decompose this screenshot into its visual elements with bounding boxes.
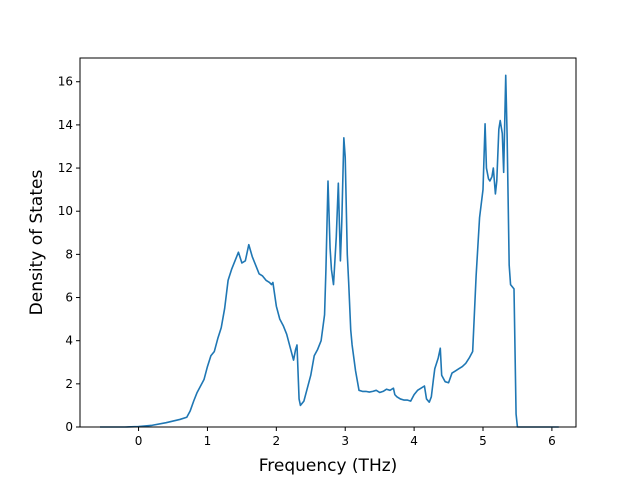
x-tick-label: 5	[479, 434, 487, 448]
y-tick-label: 12	[58, 161, 73, 175]
x-axis-label: Frequency (THz)	[259, 456, 398, 476]
y-tick-label: 0	[65, 420, 73, 434]
axes-frame	[79, 57, 577, 428]
y-tick-label: 4	[65, 334, 73, 348]
x-tick-label: 2	[273, 434, 281, 448]
y-tick-label: 8	[65, 247, 73, 261]
x-tick-label: 0	[135, 434, 143, 448]
plot-area	[99, 74, 559, 428]
x-tick-label: 4	[410, 434, 418, 448]
y-tick-label: 6	[65, 291, 73, 305]
dos-series-line	[99, 74, 559, 428]
y-tick-label: 2	[65, 377, 73, 391]
x-tick-label: 1	[204, 434, 212, 448]
y-tick-label: 14	[58, 118, 73, 132]
y-axis-label: Density of States	[27, 170, 47, 316]
y-tick-label: 10	[58, 204, 73, 218]
y-tick-label: 16	[58, 75, 73, 89]
x-tick-label: 3	[341, 434, 349, 448]
x-tick-label: 6	[548, 434, 556, 448]
